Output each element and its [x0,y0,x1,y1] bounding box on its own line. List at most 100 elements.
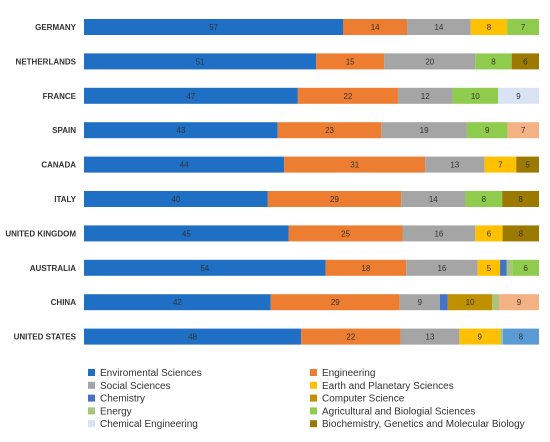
data-label-italy-biochemistry-genetics-and-molecular-biology: 8 [518,195,523,204]
legend-item-computer-science: Computer Science [322,394,405,405]
category-label-italy: ITALY [54,195,76,204]
data-label-china-social-sciences: 9 [418,298,423,307]
data-label-germany-social-sciences: 14 [434,23,443,32]
category-label-australia: AUSTRALIA [30,264,76,273]
data-label-netherlands-enviromental-sciences: 51 [196,57,205,66]
category-label-netherlands: NETHERLANDS [16,57,77,66]
bar-segment-spain-engineering [277,122,382,139]
bar-segment-china-enviromental-sciences [84,294,271,311]
bar-segment-france-engineering [297,87,398,104]
bar-segment-united-kingdom-biochemistry-genetics-and-molecular-biology [502,225,539,242]
data-label-china-enviromental-sciences: 42 [173,298,182,307]
bar-segment-china-energy [492,294,499,311]
data-label-canada-engineering: 31 [350,161,359,170]
data-label-china-computer-science: 10 [466,298,475,307]
legend-swatch-agricultural-and-biologial-sciences [310,407,317,415]
data-label-united-kingdom-engineering: 25 [341,229,350,238]
data-label-france-social-sciences: 12 [421,92,430,101]
bar-segment-france-social-sciences [397,87,453,104]
bar-segment-netherlands-engineering [316,53,385,70]
category-label-united-states: UNITED STATES [14,333,77,342]
bar-segment-australia-enviromental-sciences [84,259,326,276]
bar-segment-germany-agricultural-and-biologial-sciences [507,19,539,35]
data-label-germany-agricultural-and-biologial-sciences: 7 [521,23,526,32]
data-label-france-chemical-engineering: 9 [516,92,521,101]
bar-segment-canada-enviromental-sciences [84,156,285,173]
bar-segment-united-kingdom-social-sciences [402,225,476,242]
bar-segment-netherlands-agricultural-and-biologial-sciences [475,53,512,70]
bar-segment-australia-social-sciences [406,259,478,276]
legend-item-biochemistry-genetics-and-molecular-biology: Biochemistry, Genetics and Molecular Bio… [322,419,525,430]
bar-segment-italy-enviromental-sciences [84,191,268,207]
data-label-netherlands-social-sciences: 20 [425,57,434,66]
bar-segment-canada-social-sciences [425,156,485,173]
bar-segment-australia-engineering [325,259,407,276]
data-label-germany-earth-and-planetary-sciences: 8 [487,23,492,32]
bars [84,19,539,345]
legend-swatch-engineering [310,369,317,376]
bar-segment-germany-social-sciences [407,19,471,35]
bar-segment-italy-biochemistry-genetics-and-molecular-biology [502,191,539,207]
bar-segment-china-chemistry [439,294,448,311]
data-label-australia-engineering: 18 [361,264,370,273]
legend-item-earth-and-planetary-sciences: Earth and Planetary Sciences [322,381,454,392]
bar-segment-italy-social-sciences [401,191,466,207]
bar-segment-united-kingdom-enviromental-sciences [84,225,289,242]
bar-segment-netherlands-enviromental-sciences [84,53,317,70]
bar-segment-canada-biochemistry-genetics-and-molecular-biology [516,156,539,173]
data-label-france-engineering: 22 [343,92,352,101]
data-label-united-kingdom-social-sciences: 16 [434,229,443,238]
data-label-australia-earth-and-planetary-sciences: 5 [487,264,492,273]
bar-segment-united-kingdom-engineering [288,225,403,242]
data-label-italy-agricultural-and-biologial-sciences: 8 [482,195,487,204]
bar-segment-australia-earth-and-planetary-sciences [477,259,501,276]
data-label-australia-enviromental-sciences: 54 [200,264,209,273]
data-label-spain-social-sciences: 19 [420,126,429,135]
data-label-united-kingdom-enviromental-sciences: 45 [182,229,191,238]
category-label-germany: GERMANY [35,23,77,32]
data-label-united-states-engineering: 22 [346,333,355,342]
legend-swatch-social-sciences [88,381,95,389]
bar-segment-spain-agricultural-and-biologial-sciences [466,122,508,139]
value-labels: 57 14 14 8 751 15 20 8 647 22 12 10 943 23 19 9 744 31 13 7… [171,23,530,342]
bar-segment-germany-engineering [343,19,408,35]
bar-segment-spain-enviromental-sciences [84,122,278,139]
bar-segment-france-enviromental-sciences [84,87,298,104]
legend-swatch-earth-and-planetary-sciences [310,381,317,389]
data-label-germany-engineering: 14 [371,23,380,32]
bar-segment-germany-earth-and-planetary-sciences [470,19,508,35]
bar-segment-china-engineering [270,294,400,311]
data-label-canada-biochemistry-genetics-and-molecular-biology: 5 [525,161,530,170]
category-label-france: FRANCE [43,92,77,101]
bar-segment-canada-earth-and-planetary-sciences [484,156,517,173]
data-label-netherlands-biochemistry-genetics-and-molecular-biology: 6 [523,57,528,66]
bar-segment-united-states-energy [500,328,503,345]
legend-swatch-biochemistry-genetics-and-molecular-biology [310,420,317,428]
legend-item-engineering: Engineering [322,368,375,379]
data-label-united-states-series-11: 8 [519,333,524,342]
data-label-france-agricultural-and-biologial-sciences: 10 [471,92,480,101]
legend-swatch-chemistry [88,394,95,402]
bar-segment-united-states-engineering [301,328,401,345]
data-label-canada-social-sciences: 13 [450,161,459,170]
category-label-canada: CANADA [41,161,76,170]
data-label-canada-enviromental-sciences: 44 [180,161,189,170]
bar-segment-netherlands-social-sciences [384,53,476,70]
bar-segment-canada-engineering [284,156,426,173]
legend-item-chemistry: Chemistry [100,394,145,405]
data-label-spain-series-10: 7 [521,126,526,135]
data-label-china-engineering: 29 [331,298,340,307]
bar-segment-united-states-social-sciences [400,328,460,345]
data-label-australia-agricultural-and-biologial-sciences: 6 [523,264,528,273]
category-label-spain: SPAIN [52,126,76,135]
bar-segment-china-social-sciences [399,294,440,311]
bar-segment-china-computer-science [447,294,493,311]
bar-segment-germany-enviromental-sciences [84,19,344,35]
bar-segment-australia-chemistry [500,259,507,276]
bar-segment-australia-energy [506,259,513,276]
bar-segment-france-agricultural-and-biologial-sciences [452,87,499,104]
data-label-china-series-10: 9 [517,298,522,307]
category-labels: GERMANY NETHERLANDS FRANCE SPAIN CANADA ITALY… [5,23,76,342]
data-label-italy-engineering: 29 [330,195,339,204]
